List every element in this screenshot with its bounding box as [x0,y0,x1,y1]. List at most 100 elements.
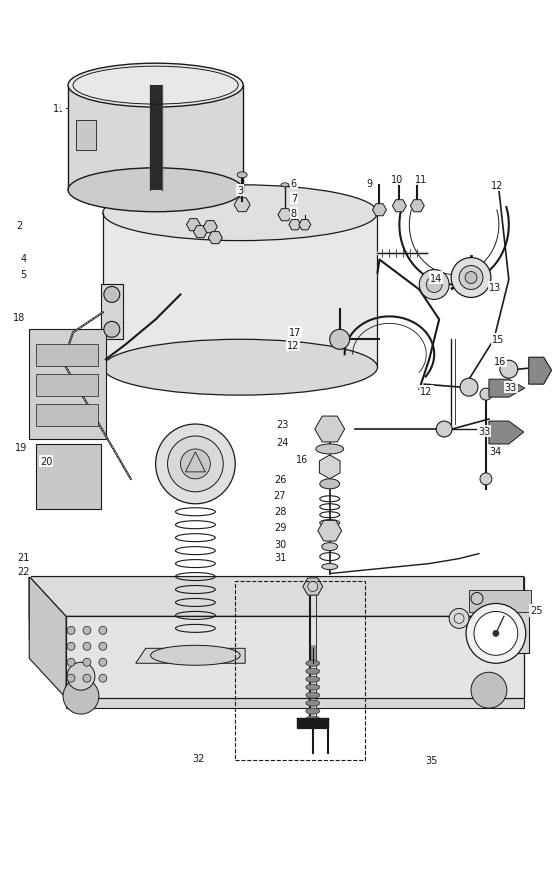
Circle shape [500,361,518,379]
Circle shape [436,421,452,437]
Text: 21: 21 [17,552,29,562]
Text: 11: 11 [415,175,427,184]
Circle shape [426,277,442,293]
Polygon shape [393,201,406,213]
Text: 16: 16 [494,357,506,367]
Ellipse shape [150,646,240,666]
Polygon shape [529,358,551,385]
Polygon shape [29,577,524,617]
Text: 24: 24 [276,437,288,448]
Text: 13: 13 [489,283,501,293]
Ellipse shape [320,480,340,489]
Circle shape [67,659,75,667]
Polygon shape [29,577,66,699]
Ellipse shape [316,444,343,454]
Polygon shape [204,222,217,234]
Ellipse shape [306,668,320,674]
Circle shape [465,272,477,284]
Text: 19: 19 [15,442,28,453]
Polygon shape [29,330,106,440]
Ellipse shape [68,169,243,212]
Ellipse shape [237,173,247,179]
Circle shape [474,612,518,655]
Polygon shape [289,220,301,230]
Text: 23: 23 [276,420,288,429]
Circle shape [308,582,318,592]
Circle shape [83,674,91,682]
Circle shape [99,627,107,634]
Text: 2: 2 [16,221,23,230]
Text: 8: 8 [291,209,297,218]
Ellipse shape [306,716,320,722]
Polygon shape [278,209,292,222]
Circle shape [63,679,99,714]
Polygon shape [303,578,323,595]
Polygon shape [29,577,66,659]
Circle shape [67,627,75,634]
Text: 6: 6 [291,179,297,189]
Polygon shape [299,220,311,230]
Polygon shape [489,421,524,444]
Circle shape [168,436,223,492]
Circle shape [466,604,526,664]
Text: 7: 7 [291,194,297,203]
Circle shape [104,322,120,338]
Circle shape [451,258,491,298]
Polygon shape [68,86,243,190]
Polygon shape [489,380,525,398]
Text: 25: 25 [530,606,543,616]
Text: 18: 18 [13,313,25,323]
Text: 35: 35 [425,755,437,765]
Polygon shape [29,619,524,659]
Ellipse shape [306,700,320,706]
Text: 34: 34 [490,447,502,456]
Circle shape [449,609,469,628]
Circle shape [480,474,492,485]
Polygon shape [76,121,96,150]
Text: 14: 14 [430,273,442,283]
Circle shape [99,659,107,667]
Text: 30: 30 [274,539,286,549]
Circle shape [99,674,107,682]
Text: 28: 28 [274,506,286,516]
Text: 10: 10 [392,175,404,184]
Polygon shape [315,416,345,442]
Ellipse shape [306,676,320,682]
Polygon shape [194,226,207,238]
Ellipse shape [306,708,320,714]
Text: 31: 31 [274,552,286,562]
Circle shape [99,642,107,651]
Circle shape [471,673,507,708]
Bar [36,345,98,367]
Text: 27: 27 [274,490,286,501]
Text: 33: 33 [478,427,490,436]
Circle shape [104,287,120,303]
Circle shape [419,270,449,300]
Ellipse shape [306,660,320,667]
Text: 12: 12 [491,181,503,190]
Polygon shape [150,86,161,190]
Text: 17: 17 [289,328,301,338]
Text: 5: 5 [20,269,27,279]
Circle shape [155,425,235,504]
Text: 15: 15 [492,335,504,345]
Polygon shape [410,201,424,213]
Bar [36,405,98,427]
Polygon shape [234,199,250,212]
Ellipse shape [306,693,320,699]
Bar [469,591,531,613]
Circle shape [83,642,91,651]
Text: 16: 16 [296,454,308,464]
Ellipse shape [281,183,289,188]
Ellipse shape [103,186,378,242]
Polygon shape [29,577,524,619]
Circle shape [330,330,349,350]
Polygon shape [318,521,342,541]
Text: 12: 12 [420,387,432,396]
Circle shape [67,642,75,651]
Text: 9: 9 [367,179,373,189]
Text: 12: 12 [286,341,299,351]
Text: 33: 33 [505,382,517,393]
Bar [235,580,364,760]
Circle shape [67,674,75,682]
